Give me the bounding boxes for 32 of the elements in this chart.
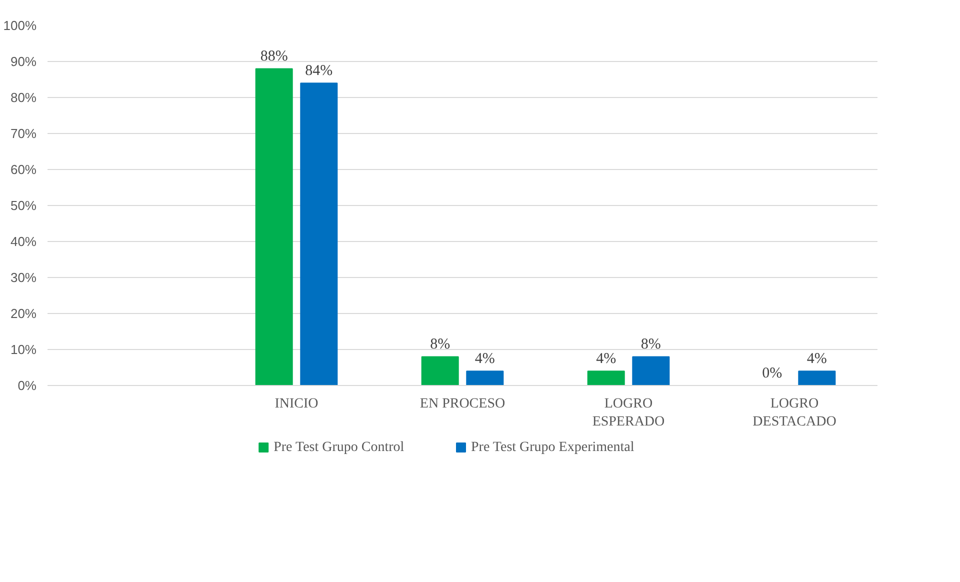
legend-label: Pre Test Grupo Experimental bbox=[471, 440, 634, 455]
x-tick-label: INICIO bbox=[274, 396, 318, 412]
data-label: 8% bbox=[640, 336, 661, 353]
y-tick-label: 40% bbox=[10, 234, 37, 249]
y-tick-label: 20% bbox=[10, 306, 37, 321]
y-tick-label: 80% bbox=[10, 90, 37, 105]
data-label: 4% bbox=[806, 351, 827, 368]
data-label: 88% bbox=[260, 48, 288, 65]
data-label: 4% bbox=[474, 351, 495, 368]
bar bbox=[587, 370, 625, 386]
bar bbox=[632, 356, 670, 386]
data-label: 8% bbox=[430, 336, 450, 353]
y-tick-label: 50% bbox=[10, 198, 37, 213]
data-label: 84% bbox=[305, 63, 333, 80]
data-label: 0% bbox=[762, 366, 782, 382]
y-tick-label: 0% bbox=[18, 378, 37, 393]
legend-label: Pre Test Grupo Control bbox=[274, 440, 404, 455]
y-tick-label: 10% bbox=[10, 342, 37, 357]
y-tick-label: 100% bbox=[3, 18, 37, 33]
y-tick-label: 60% bbox=[10, 162, 37, 177]
bar bbox=[466, 370, 504, 386]
y-tick-label: 70% bbox=[10, 126, 37, 141]
bar bbox=[255, 68, 293, 386]
y-tick-label: 90% bbox=[10, 54, 37, 69]
bar bbox=[798, 370, 836, 386]
bar bbox=[421, 356, 459, 386]
x-tick-label: EN PROCESO bbox=[420, 396, 506, 412]
x-tick-label: LOGRO ESPERADO bbox=[592, 396, 665, 430]
y-tick-label: 30% bbox=[10, 270, 37, 285]
bar bbox=[300, 82, 338, 386]
x-tick-label: LOGRO DESTACADO bbox=[752, 396, 836, 430]
data-label: 4% bbox=[596, 351, 616, 368]
